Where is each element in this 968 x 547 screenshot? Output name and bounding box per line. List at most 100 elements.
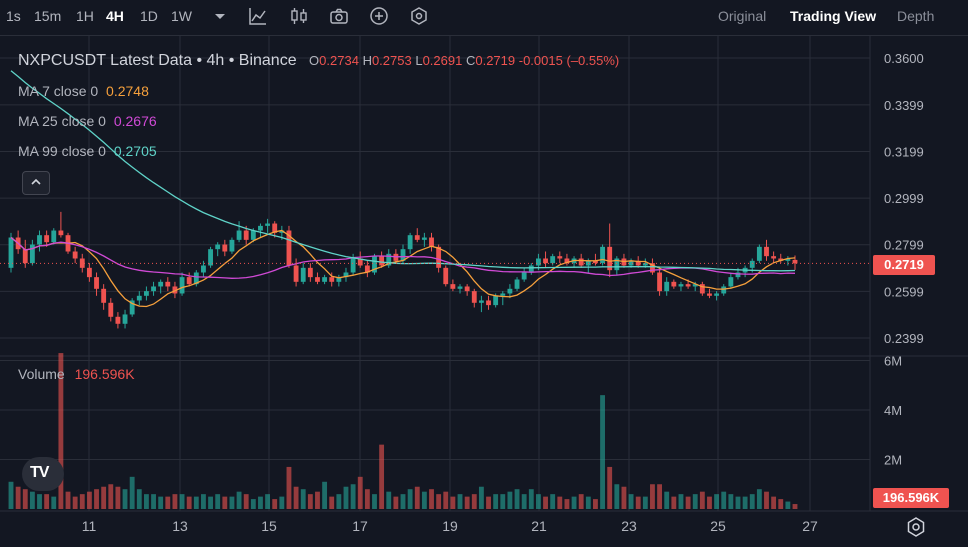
candle-body bbox=[258, 225, 263, 231]
candle-body bbox=[457, 286, 463, 289]
candle-body bbox=[764, 246, 769, 257]
ma7-line bbox=[10, 229, 796, 308]
candle-body bbox=[208, 249, 213, 266]
volume-bar bbox=[778, 499, 784, 509]
timeframe-4h[interactable]: 4H bbox=[106, 8, 124, 24]
volume-bar bbox=[764, 491, 769, 509]
volume-bar bbox=[386, 491, 392, 509]
settings-circle-icon[interactable] bbox=[409, 6, 429, 26]
candle-body bbox=[357, 258, 363, 266]
plus-circle-icon[interactable] bbox=[369, 6, 389, 26]
close-value: 0.2719 bbox=[475, 53, 516, 68]
timeframe-1s[interactable]: 1s bbox=[6, 8, 21, 24]
candle-body bbox=[593, 260, 598, 264]
candle-body bbox=[699, 284, 705, 294]
time-tick-label: 11 bbox=[82, 518, 97, 534]
candle-body bbox=[628, 260, 634, 266]
volume-bar bbox=[129, 476, 135, 509]
volume-label: Volume bbox=[18, 366, 65, 382]
collapse-legend-button[interactable] bbox=[22, 171, 50, 195]
candle-body bbox=[122, 314, 128, 324]
view-trading-view[interactable]: Trading View bbox=[790, 8, 877, 24]
ma7-value: 0.2748 bbox=[106, 83, 149, 99]
volume-bar bbox=[543, 496, 548, 509]
candle-body bbox=[229, 239, 235, 252]
open-label: O bbox=[309, 53, 320, 68]
candle-body bbox=[771, 256, 777, 259]
candle-body bbox=[307, 267, 313, 278]
volume-bar bbox=[379, 444, 385, 509]
volume-bar bbox=[436, 494, 442, 509]
ma25-line bbox=[10, 236, 796, 279]
candle-body bbox=[343, 272, 349, 278]
view-depth[interactable]: Depth bbox=[897, 8, 935, 24]
low-label: L bbox=[415, 53, 423, 68]
view-original[interactable]: Original bbox=[718, 8, 767, 24]
chart-settings-icon[interactable] bbox=[905, 516, 927, 538]
candle-body bbox=[243, 230, 249, 240]
volume-bar bbox=[193, 496, 199, 509]
volume-bar bbox=[215, 494, 221, 509]
candle-body bbox=[165, 281, 171, 287]
timeframe-1w[interactable]: 1W bbox=[171, 8, 192, 24]
volume-bar bbox=[742, 496, 748, 509]
candle-body bbox=[279, 230, 285, 233]
timeframe-1d[interactable]: 1D bbox=[140, 8, 158, 24]
volume-bar bbox=[593, 499, 598, 509]
candle-body bbox=[607, 246, 613, 271]
candle-body bbox=[315, 277, 320, 282]
candle-body bbox=[464, 286, 470, 292]
candles-icon[interactable] bbox=[289, 6, 309, 26]
candle-body bbox=[72, 251, 78, 259]
tradingview-logo[interactable]: TV bbox=[22, 457, 64, 491]
candle-body bbox=[685, 284, 691, 287]
candle-body bbox=[215, 244, 221, 250]
candle-body bbox=[671, 281, 677, 287]
toolbar-divider bbox=[0, 35, 968, 36]
price-tick-label: 0.2599 bbox=[884, 284, 924, 299]
candle-body bbox=[158, 281, 164, 287]
candle-body bbox=[642, 263, 648, 266]
line-chart-icon[interactable] bbox=[248, 6, 268, 26]
candle-body bbox=[414, 235, 420, 240]
camera-icon[interactable] bbox=[329, 6, 349, 26]
candle-body bbox=[193, 272, 199, 285]
candle-body bbox=[728, 277, 734, 287]
volume-bar bbox=[707, 496, 712, 509]
candle-body bbox=[721, 286, 727, 294]
volume-bar bbox=[478, 486, 484, 509]
candle-body bbox=[8, 237, 14, 268]
volume-bar bbox=[607, 466, 613, 509]
volume-bar bbox=[450, 496, 456, 509]
volume-bar bbox=[507, 491, 513, 509]
volume-bar bbox=[37, 494, 42, 509]
volume-bar bbox=[550, 494, 556, 509]
volume-bar bbox=[521, 494, 527, 509]
candle-body bbox=[535, 258, 541, 266]
price-tick-label: 0.3399 bbox=[884, 98, 924, 113]
candlestick-chart[interactable]: 0.3600 0.3399 0.3199 0.2999 0.2799 0.2599 0.23… bbox=[0, 36, 968, 547]
volume-bar bbox=[143, 494, 149, 509]
timeframe-15m[interactable]: 15m bbox=[34, 8, 62, 24]
ma99-line bbox=[10, 70, 796, 272]
time-tick-label: 13 bbox=[172, 518, 188, 534]
chart-legend-main: NXPCUSDT Latest Data • 4h • Binance O0.2… bbox=[18, 52, 619, 70]
timeframe-1h[interactable]: 1H bbox=[76, 8, 94, 24]
ma99-value: 0.2705 bbox=[113, 143, 157, 159]
candle-body bbox=[514, 279, 520, 289]
volume-bar bbox=[650, 484, 655, 509]
ma25-value: 0.2676 bbox=[113, 113, 157, 129]
open-value: 0.2734 bbox=[319, 53, 359, 68]
volume-tick-label: 4M bbox=[884, 403, 902, 418]
volume-bar bbox=[635, 496, 641, 509]
chevron-down-icon[interactable] bbox=[210, 6, 230, 26]
volume-bar bbox=[29, 491, 35, 509]
volume-bar bbox=[172, 494, 178, 509]
volume-bar bbox=[357, 476, 363, 509]
volume-bar bbox=[535, 494, 541, 509]
candle-body bbox=[44, 235, 50, 243]
low-value: 0.2691 bbox=[422, 53, 463, 68]
candle-body bbox=[443, 267, 449, 285]
candle-body bbox=[143, 291, 149, 296]
candle-body bbox=[322, 277, 328, 282]
